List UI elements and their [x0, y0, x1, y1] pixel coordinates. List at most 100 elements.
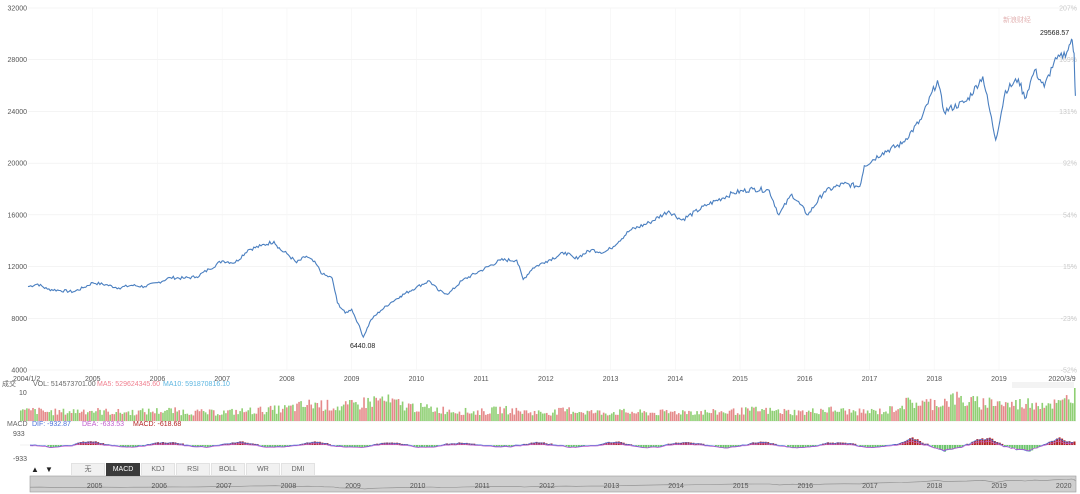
volume-bar — [80, 411, 83, 421]
macd-bar — [685, 442, 687, 445]
scroll-up-button[interactable]: ▲ — [31, 465, 39, 474]
volume-bar — [830, 406, 832, 421]
volume-bar — [36, 414, 38, 421]
volume-bar — [680, 414, 682, 421]
volume-bar — [799, 411, 802, 421]
volume-bar — [174, 407, 176, 421]
macd-bar — [787, 445, 790, 447]
volume-scroll-thumb[interactable] — [1012, 382, 1074, 388]
macd-bar — [87, 441, 90, 445]
volume-bar — [229, 409, 231, 421]
volume-bar — [348, 400, 351, 421]
macd-bar — [336, 445, 339, 446]
tab-none[interactable]: 无 — [71, 463, 105, 476]
macd-bar — [839, 442, 842, 445]
volume-bar — [310, 404, 313, 421]
x-tick-label: 2007 — [214, 376, 230, 383]
macd-bar — [946, 445, 949, 451]
x-tick-label: 2010 — [409, 376, 425, 383]
volume-bar — [298, 401, 300, 421]
macd-bar — [824, 443, 827, 445]
volume-bar — [533, 410, 536, 421]
navigator-line — [29, 478, 1076, 490]
macd-bar — [754, 442, 757, 445]
volume-bar — [286, 407, 288, 421]
macd-bar — [797, 445, 800, 448]
volume-bar — [424, 406, 426, 421]
tab-dmi[interactable]: DMI — [281, 463, 315, 476]
volume-bar — [1029, 407, 1031, 421]
macd-bar — [680, 442, 682, 445]
volume-bar — [420, 402, 422, 421]
navigator-label: 2019 — [991, 483, 1007, 490]
volume-bar — [994, 405, 997, 421]
macd-bar — [79, 442, 82, 445]
scroll-down-button[interactable]: ▼ — [45, 465, 53, 474]
volume-bar — [598, 410, 601, 421]
tab-wr[interactable]: WR — [246, 463, 280, 476]
range-navigator[interactable] — [29, 475, 1077, 493]
macd-legend: MACD DIF: -932.87 DEA: -633.53 MACD: -61… — [7, 421, 181, 463]
macd-bar — [615, 441, 618, 445]
macd-bar — [1006, 445, 1009, 446]
volume-bar — [1019, 399, 1021, 421]
macd-bar — [162, 442, 164, 445]
volume-bar — [921, 400, 924, 421]
volume-bar — [434, 411, 436, 421]
volume-bar — [625, 412, 627, 421]
volume-bar — [149, 412, 152, 421]
macd-bar — [996, 442, 999, 445]
volume-bar — [903, 409, 905, 421]
macd-bar — [199, 445, 202, 447]
volume-bar — [147, 408, 150, 421]
tab-kdj[interactable]: KDJ — [141, 463, 175, 476]
volume-bar — [858, 408, 861, 421]
volume-bar — [933, 399, 936, 421]
volume-bar — [261, 411, 264, 421]
volume-bar — [367, 397, 369, 421]
tab-rsi[interactable]: RSI — [176, 463, 210, 476]
volume-bar — [976, 396, 979, 421]
volume-bar — [521, 413, 524, 421]
volume-bar — [696, 411, 698, 421]
volume-bar — [747, 408, 749, 421]
volume-bar — [265, 411, 268, 421]
volume-bar — [568, 407, 570, 421]
volume-bar — [726, 413, 729, 421]
volume-bar — [318, 407, 321, 421]
tab-boll[interactable]: BOLL — [211, 463, 245, 476]
volume-bar — [574, 412, 577, 421]
volume-bar — [600, 414, 603, 421]
macd-bar — [565, 445, 568, 447]
volume-bar — [824, 411, 826, 421]
macd-bar — [241, 441, 244, 445]
volume-bar — [141, 408, 144, 421]
volume-bar — [789, 414, 792, 421]
macd-bar — [729, 445, 732, 448]
volume-bar — [941, 405, 944, 421]
volume-bar — [637, 412, 639, 421]
tab-macd[interactable]: MACD — [106, 463, 140, 476]
volume-bar — [682, 410, 684, 421]
volume-bar — [879, 408, 881, 421]
volume-bar — [308, 399, 310, 421]
navigator-labels: 2005 2006 2007 2008 2009 2010 2011 2012 2013 2014… — [87, 483, 1072, 490]
x-tick-label: 2005 — [85, 376, 101, 383]
volume-bar — [769, 407, 771, 421]
volume-bar — [413, 412, 416, 421]
volume-bar — [245, 411, 248, 421]
volume-bar — [556, 414, 558, 421]
volume-bar — [962, 402, 964, 421]
volume-bar — [426, 404, 428, 421]
volume-bar — [724, 413, 727, 421]
volume-bar — [284, 405, 286, 421]
volume-bar — [992, 406, 995, 421]
volume-bar — [578, 411, 581, 421]
y-tick-label: 32000 — [8, 6, 28, 13]
volume-bar — [306, 405, 308, 421]
volume-bar — [753, 407, 755, 421]
volume-bar — [856, 415, 859, 421]
volume-bar — [548, 414, 550, 421]
macd-bar — [229, 443, 232, 445]
volume-bar — [253, 413, 256, 421]
